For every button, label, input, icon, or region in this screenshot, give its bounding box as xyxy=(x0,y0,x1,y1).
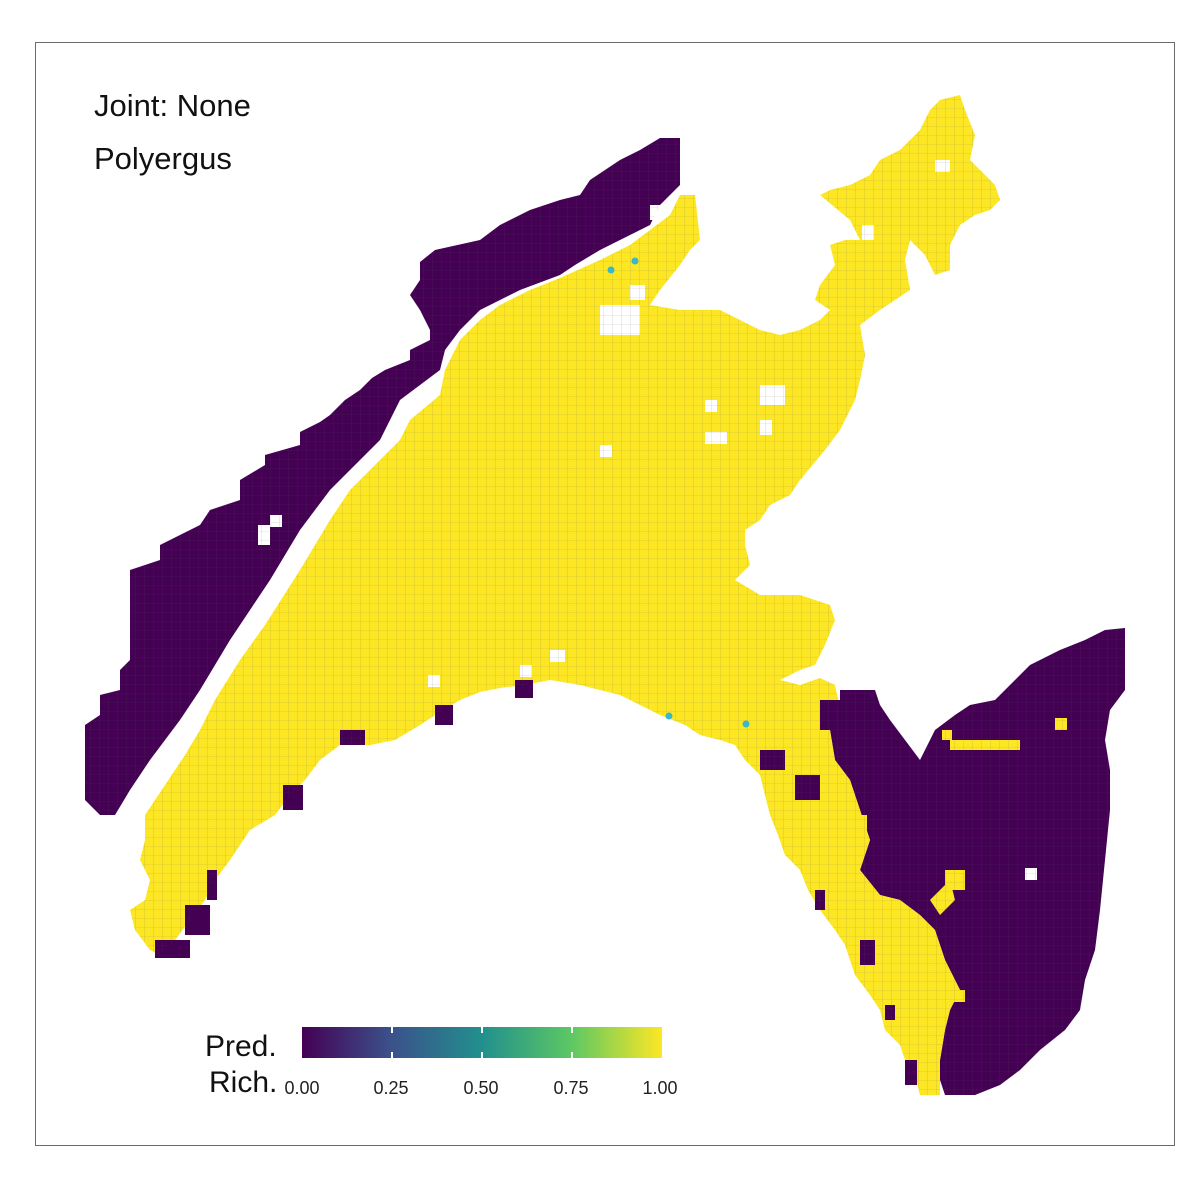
legend-tick-label: 0.50 xyxy=(463,1078,499,1098)
legend-tick-label: 0.25 xyxy=(373,1078,409,1098)
colorbar-tick xyxy=(571,1052,573,1058)
observation-points xyxy=(607,257,750,728)
legend-tick-label: 0.00 xyxy=(284,1078,320,1098)
legend-title-rich: Rich. xyxy=(209,1066,278,1099)
colorbar-tick xyxy=(391,1052,393,1058)
colorbar-tick xyxy=(481,1052,483,1058)
colorbar-tick xyxy=(481,1027,483,1033)
colorbar-tick xyxy=(571,1027,573,1033)
map-title-species: Polyergus xyxy=(94,141,232,176)
observation-point xyxy=(742,720,750,728)
legend-colorbar xyxy=(302,1027,662,1058)
legend-title-pred: Pred. xyxy=(205,1030,277,1063)
grid-center xyxy=(130,95,1000,1095)
legend-tick-label: 1.00 xyxy=(642,1078,678,1098)
map-title-joint: Joint: None xyxy=(94,88,251,123)
grid-west xyxy=(85,138,680,815)
grid-east xyxy=(830,628,1125,1095)
colorbar-tick xyxy=(391,1027,393,1033)
grid-overlay xyxy=(85,95,1125,1095)
observation-point xyxy=(631,257,639,265)
observation-point xyxy=(607,266,615,274)
legend-tick-label: 0.75 xyxy=(553,1078,589,1098)
observation-point xyxy=(665,712,673,720)
